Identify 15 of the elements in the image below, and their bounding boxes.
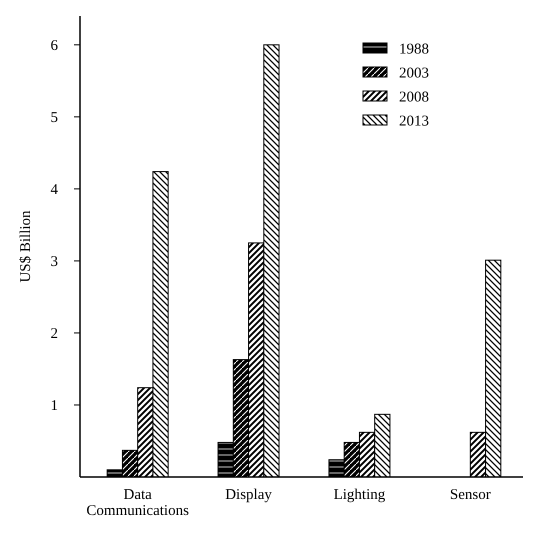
y-tick-label: 5 [50,110,58,126]
legend-label: 1988 [399,41,429,58]
legend-label: 2013 [399,113,429,130]
x-tick-label: Sensor [450,487,491,503]
y-tick-label: 2 [50,326,58,342]
x-tick-label: Lighting [334,487,386,503]
y-tick-label: 3 [50,254,58,270]
y-axis-title: US$ Billion [18,210,34,283]
y-tick-label: 4 [50,182,58,198]
x-tick-label: Data Communications [86,487,190,519]
legend-label: 2008 [399,89,429,106]
y-tick-label: 6 [50,38,58,54]
legend-label: 2003 [399,65,429,82]
x-tick-label: Display [225,487,272,503]
y-tick-label: 1 [50,398,58,414]
